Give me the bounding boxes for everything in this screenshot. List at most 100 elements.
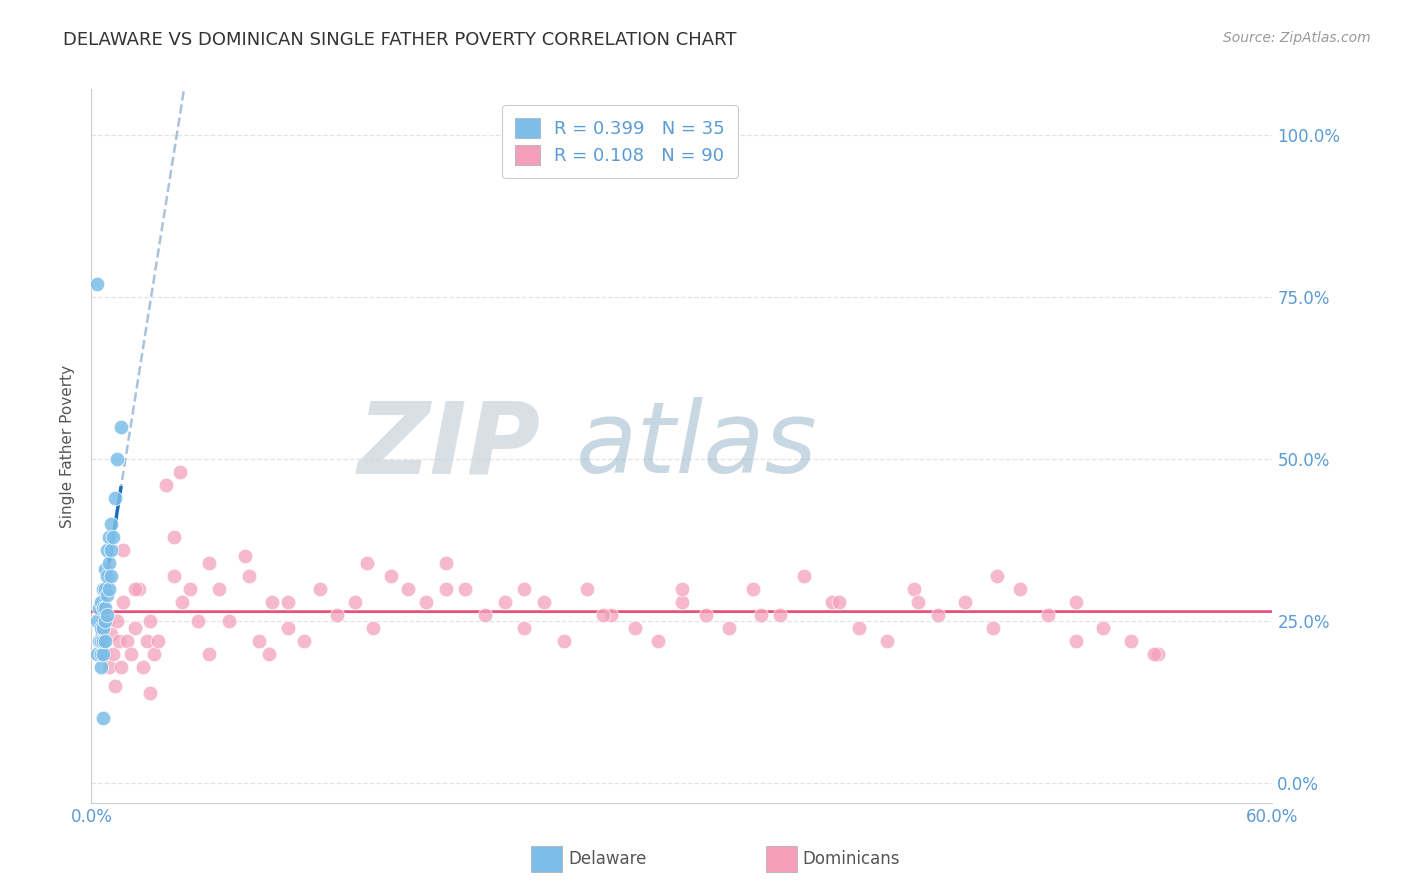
Point: [981, 621, 1004, 635]
Point: [86, 614, 108, 628]
Point: [91, 647, 114, 661]
Point: [233, 549, 256, 564]
Point: [292, 633, 315, 648]
Point: [576, 582, 599, 596]
Point: [100, 516, 122, 531]
Text: ZIP: ZIP: [357, 398, 540, 494]
Point: [90, 621, 112, 635]
Point: [86, 647, 108, 661]
Point: [986, 568, 1008, 582]
Point: [91, 633, 114, 648]
Point: [143, 647, 166, 661]
Point: [100, 542, 122, 557]
Point: [793, 568, 815, 582]
Point: [105, 452, 128, 467]
Point: [218, 614, 240, 628]
Point: [1092, 621, 1115, 635]
Point: [695, 607, 717, 622]
Y-axis label: Single Father Poverty: Single Father Poverty: [60, 365, 76, 527]
Legend: R = 0.399   N = 35, R = 0.108   N = 90: R = 0.399 N = 35, R = 0.108 N = 90: [502, 105, 738, 178]
Point: [110, 419, 132, 434]
Point: [96, 588, 118, 602]
Point: [671, 595, 693, 609]
Point: [592, 607, 614, 622]
Point: [124, 582, 146, 596]
Point: [749, 607, 772, 622]
Point: [91, 633, 114, 648]
Point: [110, 659, 132, 673]
Point: [396, 582, 419, 596]
Point: [128, 582, 150, 596]
Point: [828, 595, 851, 609]
Point: [98, 530, 121, 544]
Point: [101, 530, 124, 544]
Point: [111, 595, 134, 609]
Point: [111, 542, 134, 557]
Text: DELAWARE VS DOMINICAN SINGLE FATHER POVERTY CORRELATION CHART: DELAWARE VS DOMINICAN SINGLE FATHER POVE…: [63, 31, 737, 49]
Point: [927, 607, 949, 622]
Point: [91, 601, 114, 615]
Point: [1036, 607, 1059, 622]
Point: [623, 621, 645, 635]
Point: [533, 595, 555, 609]
Point: [90, 659, 112, 673]
Point: [1064, 633, 1087, 648]
Point: [108, 633, 131, 648]
Point: [124, 621, 146, 635]
Point: [155, 478, 177, 492]
Point: [356, 556, 378, 570]
Point: [89, 633, 111, 648]
Point: [94, 633, 117, 648]
Point: [1010, 582, 1032, 596]
Point: [1147, 647, 1170, 661]
Point: [277, 595, 299, 609]
Point: [115, 633, 138, 648]
Point: [238, 568, 260, 582]
Point: [434, 582, 457, 596]
Point: [179, 582, 201, 596]
Point: [91, 711, 114, 725]
Point: [105, 614, 128, 628]
Point: [94, 582, 117, 596]
Point: [262, 595, 284, 609]
Point: [170, 595, 193, 609]
Point: [769, 607, 792, 622]
Point: [91, 621, 114, 635]
Point: [135, 633, 157, 648]
Point: [208, 582, 231, 596]
Point: [139, 614, 162, 628]
Point: [100, 627, 122, 641]
Point: [148, 633, 170, 648]
Point: [94, 601, 117, 615]
Point: [247, 633, 270, 648]
Point: [308, 582, 330, 596]
Point: [907, 595, 929, 609]
Point: [198, 647, 221, 661]
Point: [94, 562, 117, 576]
Text: Delaware: Delaware: [568, 850, 647, 868]
Point: [344, 595, 367, 609]
Point: [955, 595, 977, 609]
Point: [90, 647, 112, 661]
Point: [434, 556, 457, 570]
Point: [98, 659, 121, 673]
Point: [513, 621, 536, 635]
Point: [326, 607, 349, 622]
Point: [903, 582, 925, 596]
Point: [90, 633, 112, 648]
Point: [163, 568, 186, 582]
Point: [494, 595, 516, 609]
Text: Source: ZipAtlas.com: Source: ZipAtlas.com: [1223, 31, 1371, 45]
Point: [89, 601, 111, 615]
Point: [474, 607, 496, 622]
Point: [277, 621, 299, 635]
Point: [104, 679, 127, 693]
Point: [187, 614, 209, 628]
Point: [600, 607, 623, 622]
Point: [139, 685, 162, 699]
Point: [361, 621, 384, 635]
Point: [169, 465, 191, 479]
Point: [820, 595, 842, 609]
Point: [90, 595, 112, 609]
Point: [131, 659, 153, 673]
